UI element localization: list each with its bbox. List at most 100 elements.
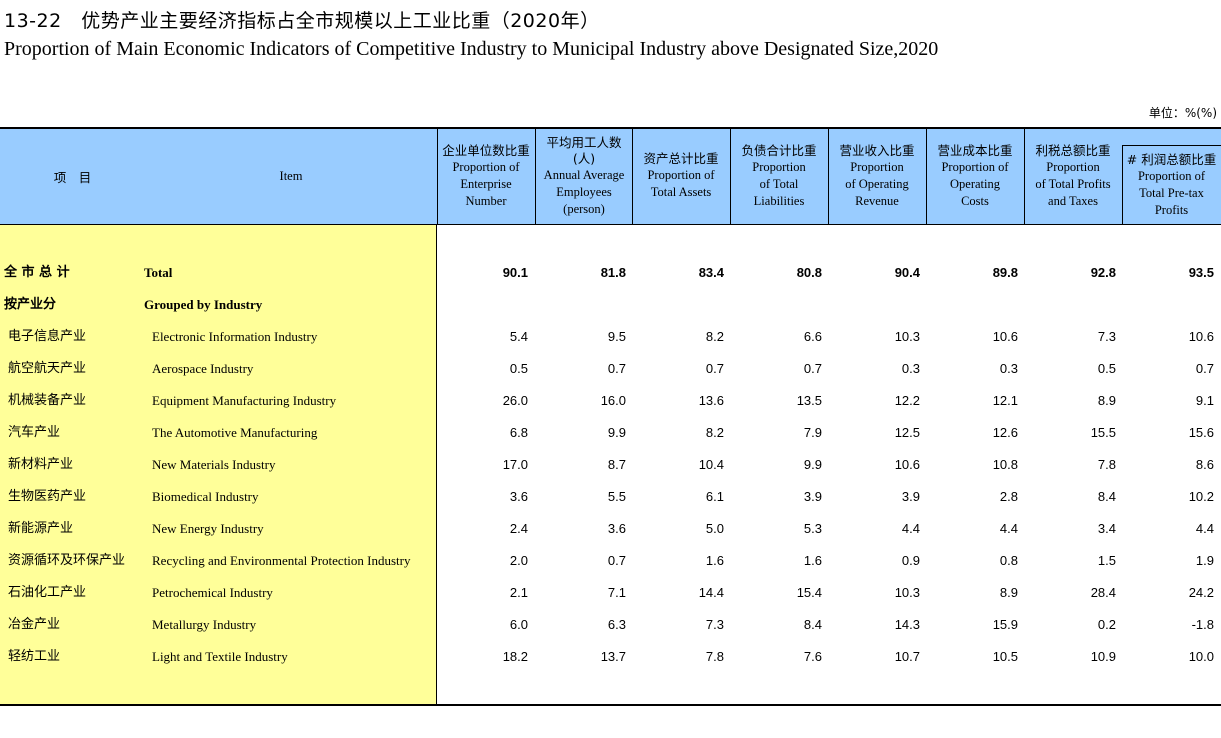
header-col-8: # 利润总额比重 Proportion of Total Pre-tax Profit… (1122, 145, 1221, 225)
cell-value: 5.0 (705, 521, 724, 536)
cell-value: 3.4 (1097, 521, 1116, 536)
cell-value: 83.4 (698, 265, 724, 280)
cell-value: 6.1 (705, 489, 724, 504)
table-title-cn: 13-22 优势产业主要经济指标占全市规模以上工业比重（2020年） (4, 10, 600, 32)
cell-value: 10.6 (894, 457, 920, 472)
header-divider (730, 127, 731, 225)
row-label-cn: 石油化工产业 (8, 585, 87, 600)
cell-value: 13.5 (796, 393, 822, 408)
row-label-en: Metallurgy Industry (152, 617, 257, 632)
cell-value: 10.6 (992, 329, 1018, 344)
cell-value: 0.5 (509, 361, 528, 376)
cell-value: 2.8 (999, 489, 1018, 504)
header-col-label-en: Total Assets (650, 185, 712, 199)
cell-value: 2.4 (509, 521, 528, 536)
row-label-en: Electronic Information Industry (152, 329, 318, 344)
cell-value: 9.1 (1195, 393, 1214, 408)
row-label-cn: 冶金产业 (8, 617, 61, 632)
cell-value: 7.3 (705, 617, 724, 632)
header-col-label-en: Proportion of (941, 159, 1009, 174)
header-col-3: 资产总计比重 Proportion of Total Assets (632, 127, 730, 225)
cell-value: 12.1 (992, 393, 1018, 408)
cell-value: 0.7 (1195, 361, 1214, 376)
cell-value: 10.3 (894, 329, 920, 344)
header-divider (1122, 145, 1123, 225)
header-col-label-en: Total Pre-tax (1139, 186, 1204, 200)
header-divider (926, 127, 927, 225)
header-divider (437, 127, 438, 225)
cell-value: 28.4 (1090, 585, 1116, 600)
cell-value: 12.6 (992, 425, 1018, 440)
cell-value: 12.2 (894, 393, 920, 408)
header-item-en: Item (279, 168, 303, 183)
header-col-label-cn: (人) (572, 150, 596, 166)
header-col-1: 企业单位数比重 Proportion of Enterprise Number (437, 127, 535, 225)
cell-value: 26.0 (502, 393, 528, 408)
cell-value: 7.8 (705, 649, 724, 664)
table-row: 石油化工产业 Petrochemical Industry 2.1 7.1 14.4 15… (0, 577, 1221, 609)
cell-value: 10.2 (1188, 489, 1214, 504)
cell-value: 3.6 (607, 521, 626, 536)
cell-value: 8.7 (607, 457, 626, 472)
header-col-4: 负债合计比重 Proportion of Total Liabilities (730, 127, 828, 225)
cell-value: 0.2 (1097, 617, 1116, 632)
cell-value: 4.4 (1195, 521, 1214, 536)
header-col-label-en: Costs (961, 193, 989, 208)
cell-value: 3.6 (509, 489, 528, 504)
cell-value: 13.7 (600, 649, 626, 664)
header-col-label-en: Liabilities (753, 193, 805, 208)
header-col-label-cn: 营业收入比重 (839, 142, 915, 158)
cell-value: 93.5 (1188, 265, 1214, 280)
cell-value: 7.9 (803, 425, 822, 440)
cell-value: 0.7 (705, 361, 724, 376)
header-divider (535, 127, 536, 225)
cell-value: 8.6 (1195, 457, 1214, 472)
cell-value: 3.9 (901, 489, 920, 504)
cell-value: 7.8 (1097, 457, 1116, 472)
cell-value: 8.4 (1097, 489, 1116, 504)
table-row: 电子信息产业 Electronic Information Industry 5.4… (0, 321, 1221, 353)
row-label-cn: 全 市 总 计 (4, 265, 70, 280)
row-label-en: Aerospace Industry (152, 361, 254, 376)
row-label-en: Equipment Manufacturing Industry (152, 393, 337, 408)
cell-value: 81.8 (600, 265, 626, 280)
cell-value: 5.3 (803, 521, 822, 536)
row-label-en: Total (144, 265, 173, 280)
cell-value: 3.9 (803, 489, 822, 504)
cell-value: 2.1 (509, 585, 528, 600)
cell-value: 14.4 (698, 585, 724, 600)
cell-value: 5.4 (509, 329, 528, 344)
cell-value: 7.1 (607, 585, 626, 600)
cell-value: 15.5 (1090, 425, 1116, 440)
cell-value: -1.8 (1191, 617, 1214, 632)
row-label-cn: 机械装备产业 (8, 393, 87, 408)
header-col-label-en: Enterprise (460, 176, 512, 191)
table-row: 资源循环及环保产业 Recycling and Environmental Pro… (0, 545, 1221, 577)
cell-value: 10.3 (894, 585, 920, 600)
table-row: 轻纺工业 Light and Textile Industry 18.2 13.7 7.… (0, 641, 1221, 673)
cell-value: 24.2 (1188, 585, 1214, 600)
row-label-cn: 航空航天产业 (8, 361, 87, 376)
cell-value: 15.9 (992, 617, 1018, 632)
table-row: 航空航天产业 Aerospace Industry 0.5 0.7 0.7 0.7 0.3 0… (0, 353, 1221, 385)
cell-value: 80.8 (796, 265, 822, 280)
cell-value: 1.6 (803, 553, 822, 568)
row-label-cn: 汽车产业 (8, 425, 61, 440)
row-label-en: The Automotive Manufacturing (152, 425, 318, 440)
cell-value: 0.9 (901, 553, 920, 568)
header-col-5: 营业收入比重 Proportion of Operating Revenue (828, 127, 926, 225)
header-col-label-en: Proportion of (647, 168, 715, 182)
header-col-label-en: Proportion (1046, 159, 1100, 174)
header-divider (828, 127, 829, 225)
header-col-label-cn: 企业单位数比重 (442, 142, 530, 158)
table-row: 按产业分 Grouped by Industry (0, 289, 1221, 321)
cell-value: 0.7 (607, 361, 626, 376)
table-row: 机械装备产业 Equipment Manufacturing Industry 26… (0, 385, 1221, 417)
row-label-en: New Materials Industry (152, 457, 276, 472)
header-col-label-en: Annual Average (543, 167, 625, 182)
header-col-label-en: Revenue (855, 193, 899, 208)
row-label-cn: 按产业分 (4, 297, 57, 312)
header-col-label-en: Profits (1154, 203, 1189, 217)
cell-value: 15.6 (1188, 425, 1214, 440)
table-row: 生物医药产业 Biomedical Industry 3.6 5.5 6.1 3.9 3.9… (0, 481, 1221, 513)
